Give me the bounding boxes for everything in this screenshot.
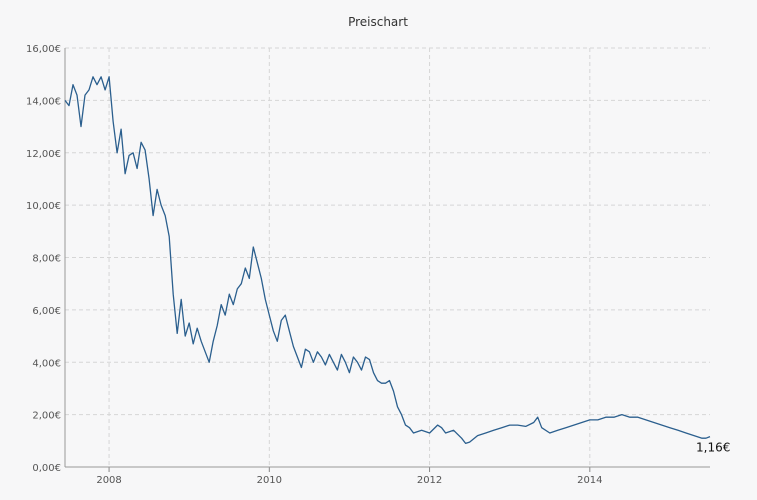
y-tick-label-0: 0,00€ — [32, 463, 61, 474]
y-tick-label-5: 10,00€ — [26, 201, 61, 212]
y-tick-label-3: 6,00€ — [32, 306, 61, 317]
x-tick-label-3: 2014 — [577, 475, 602, 486]
y-tick-label-2: 4,00€ — [32, 358, 61, 369]
axes: 0,00€ 2,00€ 4,00€ 6,00€ 8,00€ 10,00€ 12,00€ 14,… — [26, 44, 710, 486]
y-tick-label-6: 12,00€ — [26, 149, 61, 160]
series-layer — [64, 76, 711, 445]
x-tick-label-1: 2010 — [257, 475, 282, 486]
y-tick-label-4: 8,00€ — [32, 254, 61, 265]
y-tick-label-8: 16,00€ — [26, 44, 61, 55]
y-tick-label-1: 2,00€ — [32, 411, 61, 422]
series-line-0 — [64, 76, 711, 445]
chart-title: Preischart — [348, 15, 408, 29]
last-value-label: 1,16€ — [696, 441, 730, 455]
grid-lines — [65, 47, 710, 467]
x-tick-label-0: 2008 — [96, 475, 121, 486]
x-tick-label-2: 2012 — [417, 475, 442, 486]
y-tick-label-7: 14,00€ — [26, 96, 61, 107]
